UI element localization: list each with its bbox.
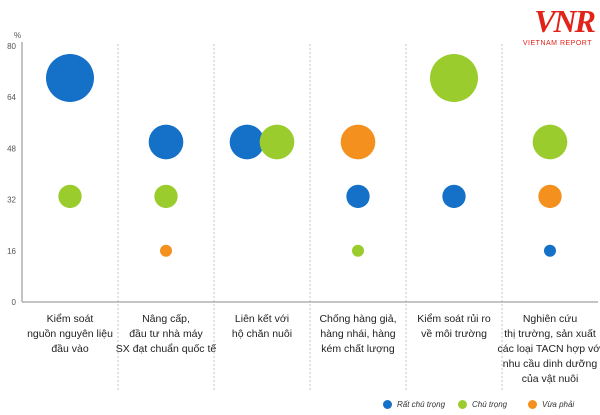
category-label: nhu cầu dinh dưỡng — [503, 358, 598, 370]
bubble-rất-chú-trọng — [442, 184, 466, 209]
y-tick-label: 16 — [7, 247, 16, 256]
category-label: các loại TACN hợp với — [498, 343, 600, 355]
category-label: Kiểm soát rủi ro — [417, 313, 491, 325]
y-tick-label: 64 — [7, 93, 16, 102]
bubble-rất-chú-trọng — [148, 124, 184, 160]
bubble-chú-trọng — [430, 54, 478, 102]
category-label: SX đạt chuẩn quốc tế — [116, 343, 217, 355]
bubble-chú-trọng — [532, 124, 568, 160]
category-label: hàng nhái, hàng — [320, 328, 395, 340]
bubble-vừa-phải — [538, 184, 562, 209]
category-label: đầu vào — [51, 343, 89, 355]
bubble-rất-chú-trọng — [544, 244, 556, 257]
logo-mark: VNR — [534, 3, 596, 39]
bubble-rất-chú-trọng — [346, 184, 370, 209]
legend-label: Rất chú trọng — [397, 400, 446, 409]
category-label: Chống hàng giả, — [319, 313, 396, 325]
bubble-rất-chú-trọng — [46, 54, 94, 102]
category-label: Liên kết với — [235, 313, 289, 325]
bubble-chú-trọng — [259, 124, 295, 160]
chart-legend: Rất chú trọng Chú trọng Vừa phải — [0, 400, 600, 414]
vietnam-report-logo: VNR VIETNAM REPORT — [502, 3, 596, 52]
bubble-chú-trọng — [58, 184, 82, 209]
legend-item: Chú trọng — [458, 400, 507, 409]
legend-label: Vừa phải — [542, 400, 575, 409]
bubble-vừa-phải — [160, 244, 172, 257]
category-label: về môi trường — [421, 328, 487, 340]
category-label: Nghiên cứu — [523, 313, 577, 325]
legend-label: Chú trọng — [472, 400, 508, 409]
y-tick-label: 48 — [7, 144, 16, 153]
category-label: thị trường, sản xuất — [504, 328, 596, 340]
y-axis-label: % — [14, 31, 21, 40]
category-label: của vật nuôi — [522, 373, 579, 385]
bubble-chú-trọng — [352, 244, 364, 257]
bubble-rất-chú-trọng — [229, 124, 265, 160]
legend-item: Vừa phải — [528, 400, 574, 409]
legend-swatch — [528, 400, 537, 409]
bubble-chú-trọng — [154, 184, 178, 209]
category-label: đầu tư nhà máy — [129, 328, 203, 340]
category-label: hộ chăn nuôi — [232, 328, 292, 340]
y-tick-label: 32 — [7, 196, 16, 205]
y-tick-label: 80 — [7, 42, 16, 51]
category-label: Kiểm soát — [47, 313, 94, 325]
category-label: nguồn nguyên liệu — [27, 328, 113, 340]
legend-swatch — [458, 400, 467, 409]
category-label: Nâng cấp, — [142, 313, 190, 325]
legend-swatch — [383, 400, 392, 409]
legend-item: Rất chú trọng — [383, 400, 445, 409]
logo-text: VIETNAM REPORT — [522, 40, 592, 47]
y-tick-label: 0 — [12, 298, 17, 307]
category-label: kém chất lượng — [321, 343, 395, 355]
bubble-vừa-phải — [340, 124, 376, 160]
